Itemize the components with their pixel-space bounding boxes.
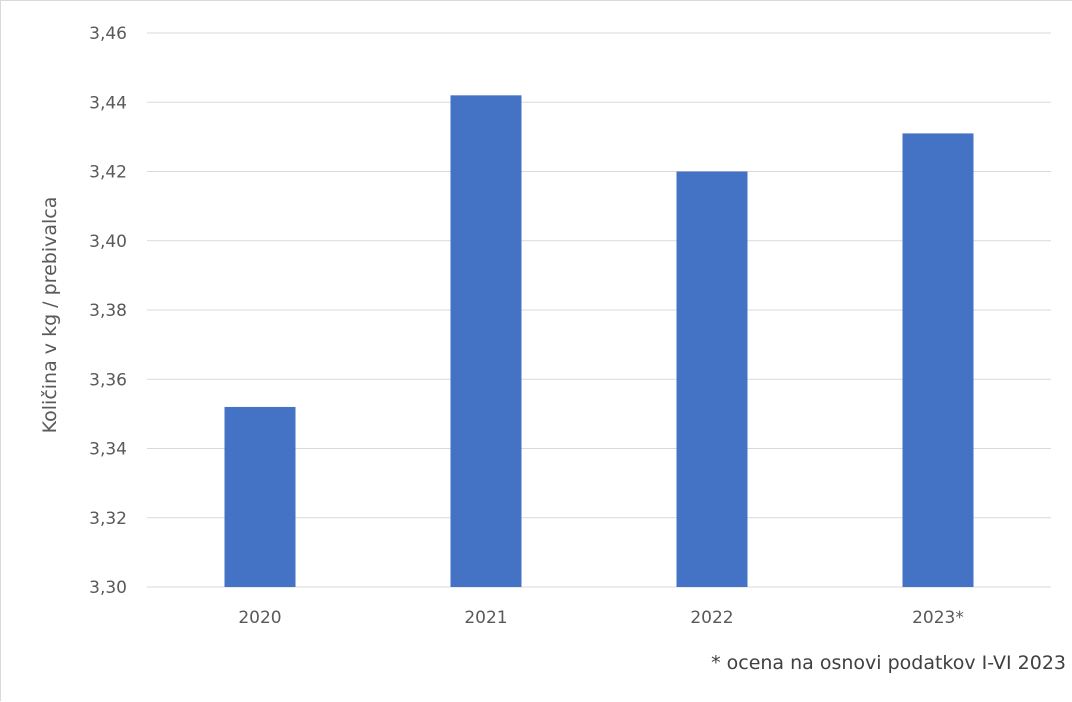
- x-tick-label: 2021: [464, 608, 507, 628]
- bar-2021: [450, 95, 522, 587]
- bar-2020: [224, 406, 296, 587]
- y-tick-label: 3,34: [89, 440, 127, 460]
- y-tick-label: 3,42: [89, 163, 127, 183]
- bar-2022: [676, 171, 748, 587]
- x-tick-label: 2020: [238, 608, 281, 628]
- x-tick-label: 2022: [690, 608, 733, 628]
- y-tick-label: 3,46: [89, 24, 127, 44]
- x-tick-label: 2023*: [912, 608, 964, 628]
- bars: [224, 95, 974, 587]
- x-axis-tick-labels: 2020 2021 2022 2023*: [238, 608, 964, 628]
- y-axis-tick-labels: 3,30 3,32 3,34 3,36 3,38 3,40 3,42 3,44 3,46: [89, 24, 127, 598]
- bar-2023: [902, 133, 974, 587]
- chart-footnote: * ocena na osnovi podatkov I-VI 2023: [711, 652, 1066, 674]
- y-tick-label: 3,30: [89, 578, 127, 598]
- y-axis-title: Količina v kg / prebivalca: [39, 197, 61, 434]
- y-tick-label: 3,40: [89, 232, 127, 252]
- gridlines: [147, 32, 1051, 588]
- y-tick-label: 3,36: [89, 370, 127, 390]
- y-tick-label: 3,32: [89, 509, 127, 529]
- y-tick-label: 3,38: [89, 301, 127, 321]
- y-tick-label: 3,44: [89, 93, 127, 113]
